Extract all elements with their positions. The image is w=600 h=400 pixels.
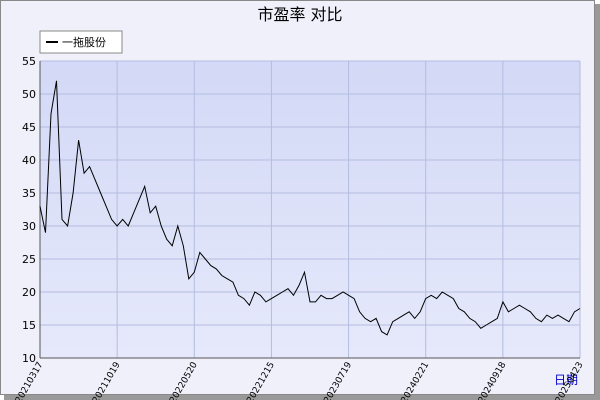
y-tick-label: 30 <box>22 220 36 233</box>
y-tick-label: 35 <box>22 187 36 200</box>
y-tick-label: 25 <box>22 253 36 266</box>
y-tick-label: 15 <box>22 319 36 332</box>
line-series <box>39 80 581 336</box>
y-tick-label: 10 <box>22 352 36 365</box>
plot-area <box>40 61 580 358</box>
legend <box>39 30 123 54</box>
y-tick-label: 50 <box>22 88 36 101</box>
shadow <box>4 395 600 400</box>
legend-label: 一拖股份 <box>62 35 106 49</box>
y-tick-label: 40 <box>22 154 36 167</box>
chart-title: 市盈率 对比 <box>257 5 342 24</box>
y-tick-label: 45 <box>22 121 36 134</box>
shadow <box>595 4 600 400</box>
y-tick-label: 20 <box>22 286 36 299</box>
y-tick-label: 55 <box>22 55 36 68</box>
x-axis-label: 日期 <box>554 373 578 387</box>
